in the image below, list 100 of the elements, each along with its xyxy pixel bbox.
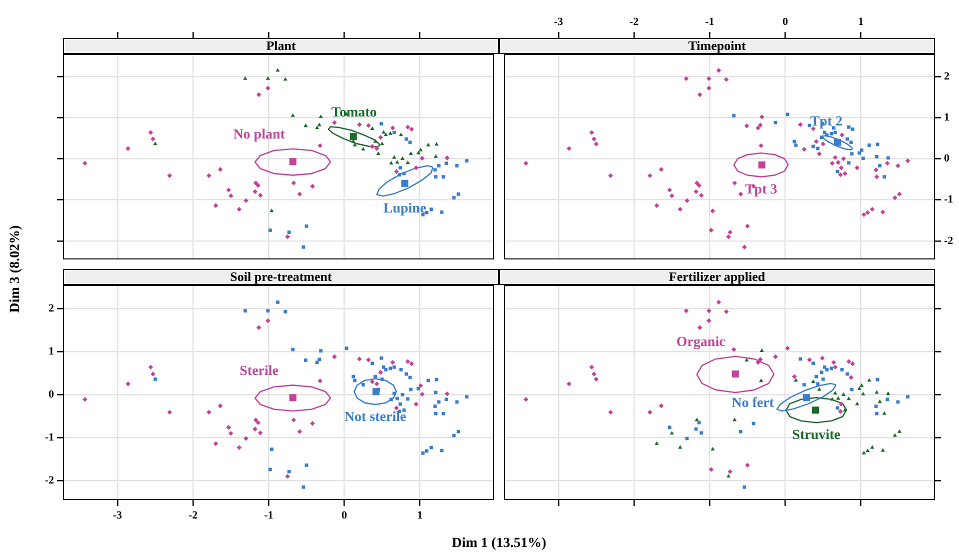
point <box>332 120 337 126</box>
point <box>882 411 886 415</box>
chart-title: Timepoint <box>499 38 935 54</box>
point <box>319 349 323 352</box>
point <box>444 398 448 402</box>
point <box>405 124 410 130</box>
point <box>821 377 825 381</box>
point <box>838 409 843 414</box>
point <box>840 368 844 372</box>
point <box>817 387 822 391</box>
y-tick-label: 1 <box>48 345 54 358</box>
point <box>802 383 806 386</box>
point <box>841 392 846 396</box>
point <box>390 360 396 365</box>
point <box>378 134 383 140</box>
point <box>396 396 399 400</box>
point <box>726 474 731 478</box>
x-tick-label: -2 <box>188 509 198 522</box>
point <box>875 412 878 416</box>
y-tick-label: 0 <box>48 388 54 400</box>
point <box>833 130 837 134</box>
point <box>794 378 798 382</box>
point <box>382 130 386 134</box>
point <box>846 359 852 364</box>
point <box>706 308 712 314</box>
point <box>886 156 890 160</box>
x-tick-label: -1 <box>705 16 714 28</box>
point <box>389 398 393 402</box>
point <box>825 368 829 372</box>
point <box>812 362 815 365</box>
point <box>253 180 258 186</box>
x-tick-label: 0 <box>782 16 789 28</box>
point <box>444 391 450 396</box>
point <box>798 357 802 361</box>
point <box>456 430 460 434</box>
point <box>374 374 377 378</box>
point <box>875 155 878 158</box>
series-label: Tpt 3 <box>744 182 778 198</box>
point <box>760 348 764 352</box>
point <box>437 164 440 168</box>
point <box>433 404 437 408</box>
point <box>243 76 248 80</box>
point <box>287 230 291 234</box>
point <box>434 390 438 394</box>
point <box>408 140 412 144</box>
point <box>302 245 306 249</box>
point <box>670 430 674 435</box>
y-tick-label: 1 <box>944 112 950 124</box>
point <box>452 196 456 200</box>
point <box>418 383 424 388</box>
point <box>850 361 855 366</box>
x-tick-label: -1 <box>264 509 274 522</box>
point <box>256 183 260 188</box>
point <box>874 404 878 408</box>
point <box>408 376 412 380</box>
point <box>268 468 272 472</box>
point <box>384 132 388 136</box>
point <box>524 396 528 402</box>
point <box>831 360 836 365</box>
point <box>654 441 659 445</box>
point <box>370 362 374 365</box>
point <box>256 92 262 98</box>
point <box>455 164 459 168</box>
point <box>388 366 392 370</box>
point <box>82 396 88 402</box>
point <box>378 370 383 375</box>
point <box>213 203 218 208</box>
series-label: Tomato <box>331 105 377 120</box>
point <box>728 469 732 474</box>
point <box>820 370 824 374</box>
point <box>437 400 440 404</box>
point <box>285 474 290 479</box>
point <box>153 142 158 146</box>
point <box>860 148 864 152</box>
point <box>792 374 797 379</box>
point <box>400 156 405 160</box>
point <box>266 318 270 324</box>
point <box>318 358 322 362</box>
point <box>206 410 212 415</box>
point <box>304 463 308 467</box>
point <box>408 151 413 156</box>
point <box>882 175 886 179</box>
point <box>786 112 790 116</box>
point <box>847 125 850 129</box>
point <box>434 175 438 179</box>
point <box>697 325 702 330</box>
point <box>816 382 820 386</box>
point <box>867 378 872 382</box>
point <box>430 446 433 450</box>
point <box>814 374 818 378</box>
chart-title: Fertilizer applied <box>499 269 935 285</box>
point <box>850 152 854 156</box>
point <box>848 375 854 380</box>
point <box>849 140 853 144</box>
point <box>807 357 812 362</box>
point <box>256 420 260 425</box>
point <box>244 309 247 312</box>
point <box>724 309 729 314</box>
point <box>855 402 860 406</box>
point <box>825 133 829 137</box>
